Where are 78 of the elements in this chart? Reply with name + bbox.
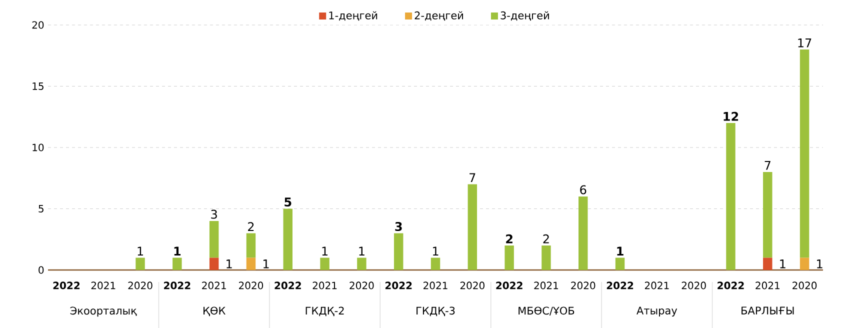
data-label: 1 (617, 246, 624, 256)
bar (136, 258, 145, 270)
y-tick-label: 10 (32, 144, 44, 152)
text: ГКДҚ-3 (416, 306, 455, 316)
bar (283, 208, 292, 270)
legend-label: 2-деңгей (414, 11, 463, 20)
text: МБӨС/ҰОБ (518, 306, 574, 316)
x-tick-label: 2022 (718, 281, 744, 290)
data-label: 6 (580, 185, 586, 194)
data-label: 2 (543, 234, 549, 244)
x-tick-label: 2020 (128, 281, 152, 290)
bar (430, 258, 440, 270)
x-tick-label: 2022 (274, 281, 301, 290)
y-tick-label: 0 (38, 266, 44, 274)
data-label: 1 (264, 259, 269, 268)
data-label: 1 (322, 246, 328, 256)
x-tick-label: 2020 (682, 281, 706, 290)
bar (726, 122, 736, 270)
data-label: 1 (138, 246, 143, 256)
x-tick-label: 2022 (53, 281, 80, 290)
y-tick-label: 20 (32, 21, 44, 29)
x-tick-label: 2022 (164, 281, 190, 290)
x-tick-label: 2020 (571, 281, 596, 290)
bar (246, 258, 256, 270)
y-tick-label: 5 (38, 204, 44, 212)
data-label: 1 (780, 259, 786, 268)
data-label: 1 (433, 246, 438, 256)
x-tick-label: 2022 (496, 281, 522, 290)
text: ҚӨК (204, 306, 226, 316)
bar (394, 233, 404, 270)
bar (246, 233, 256, 258)
bar (468, 184, 478, 270)
bar (209, 258, 219, 270)
y-tick-label: 15 (32, 82, 44, 90)
x-tick-label: 2020 (460, 281, 484, 290)
legend-label: 3-деңгей (500, 11, 549, 20)
x-tick-label: 2021 (202, 281, 226, 290)
bar (763, 172, 772, 258)
bar (800, 258, 810, 270)
data-label: 1 (226, 259, 232, 268)
bar (504, 245, 514, 270)
x-tick-label: 2021 (534, 281, 558, 290)
text: Атырау (636, 306, 678, 316)
bar (542, 245, 551, 270)
data-label: 3 (395, 222, 402, 231)
bar (209, 220, 219, 258)
bar (578, 196, 588, 270)
data-label: 1 (174, 246, 181, 256)
x-tick-label: 2020 (238, 281, 264, 290)
data-label: 2 (248, 222, 254, 231)
x-tick-label: 2020 (792, 281, 817, 290)
x-tick-label: 2020 (350, 281, 374, 290)
legend-label: 1-деңгей (329, 11, 378, 20)
bar (320, 258, 330, 270)
bar (357, 258, 366, 270)
text: ГКДҚ-2 (306, 306, 344, 316)
data-label: 12 (724, 112, 738, 121)
data-label: 5 (284, 197, 292, 206)
x-tick-label: 2022 (606, 281, 634, 290)
bar (172, 258, 182, 270)
data-label: 7 (470, 173, 476, 182)
data-label: 1 (817, 259, 822, 268)
text: Экоорталық (70, 306, 137, 316)
x-tick-label: 2021 (424, 281, 448, 290)
bar (763, 258, 772, 270)
data-label: 1 (359, 246, 364, 256)
data-label: 17 (798, 38, 812, 48)
bar (615, 258, 625, 270)
x-tick-label: 2021 (756, 281, 780, 290)
data-label: 7 (764, 160, 770, 170)
x-tick-label: 2021 (644, 281, 669, 290)
data-label: 2 (506, 234, 512, 244)
data-label: 3 (211, 210, 217, 219)
bar (800, 49, 810, 258)
x-tick-label: 2021 (91, 281, 116, 290)
text: БАРЛЫҒЫ (742, 306, 794, 314)
x-tick-label: 2022 (385, 281, 412, 290)
x-tick-label: 2021 (312, 281, 337, 290)
